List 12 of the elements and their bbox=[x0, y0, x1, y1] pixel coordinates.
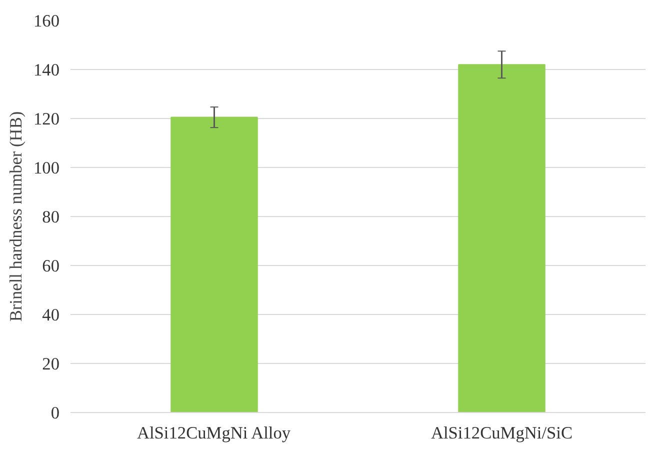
y-tick-label: 120 bbox=[34, 110, 60, 128]
y-tick-label: 100 bbox=[34, 158, 60, 178]
y-tick-label: 160 bbox=[34, 12, 60, 30]
x-tick-label: AlSi12CuMgNi/SiC bbox=[430, 424, 573, 442]
y-axis-title: Brinell hardness number (HB) bbox=[6, 111, 26, 322]
y-tick-label: 20 bbox=[42, 354, 60, 374]
y-tick-label: 80 bbox=[42, 208, 60, 226]
y-tick-label: 0 bbox=[50, 404, 60, 422]
y-tick-label: 40 bbox=[42, 306, 60, 324]
y-tick-label: 140 bbox=[34, 60, 60, 80]
x-tick-label: AlSi12CuMgNi Alloy bbox=[136, 424, 291, 442]
y-tick-label: 60 bbox=[42, 256, 60, 276]
